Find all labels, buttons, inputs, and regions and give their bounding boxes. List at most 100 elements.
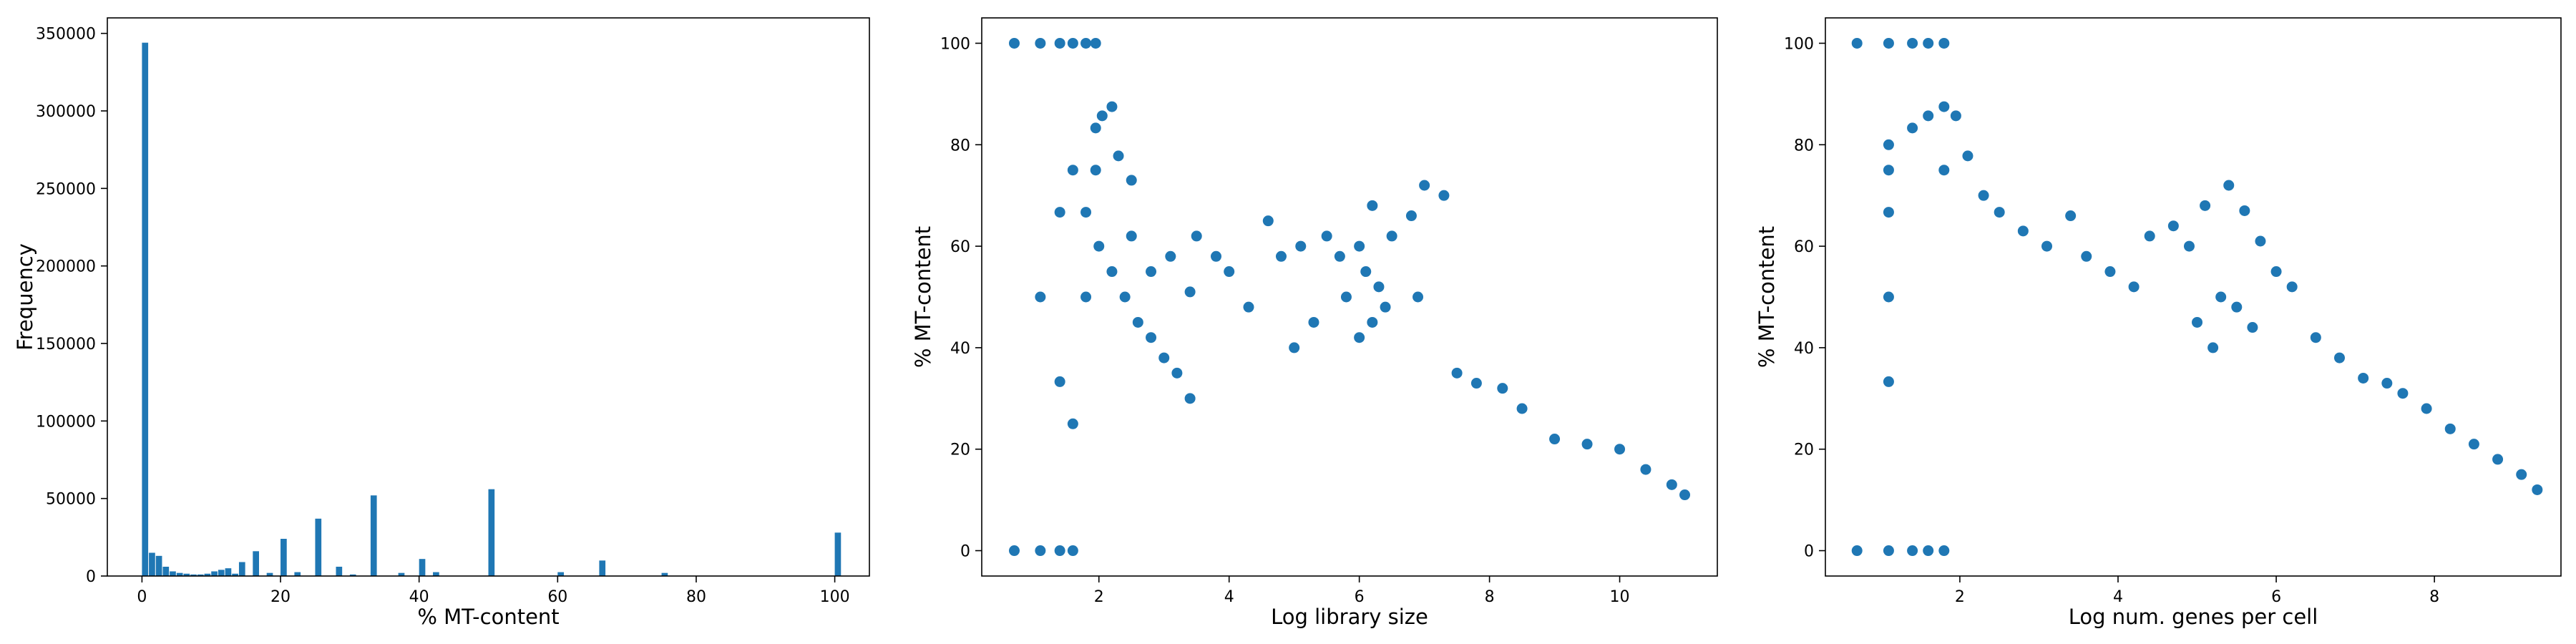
x-tick-label: 4 xyxy=(1224,588,1234,606)
scatter-point xyxy=(1096,110,1108,122)
scatter-point xyxy=(1184,393,1196,404)
y-tick-label: 250000 xyxy=(36,180,96,198)
scatter-point xyxy=(1923,110,1934,122)
scatter-point xyxy=(1367,200,1378,211)
histogram-bar xyxy=(336,567,343,576)
scatter-point xyxy=(2468,439,2479,450)
scatter-point xyxy=(1380,301,1391,313)
scatter-point xyxy=(2081,250,2092,262)
histogram-bar xyxy=(349,574,356,576)
histogram-bar xyxy=(162,567,170,576)
scatter-point xyxy=(1679,489,1691,501)
histogram-bar xyxy=(557,572,564,576)
y-tick-label: 150000 xyxy=(36,336,96,353)
scatter-point xyxy=(1035,37,1046,49)
scatter-point xyxy=(1080,207,1092,218)
scatter-point xyxy=(1113,150,1124,162)
histogram-bar xyxy=(149,552,155,576)
y-axis-label: Frequency xyxy=(13,243,37,351)
scatter-point xyxy=(2532,484,2543,495)
x-tick-label: 80 xyxy=(686,588,706,606)
axes-frame xyxy=(981,17,1718,577)
scatter-point xyxy=(1614,444,1626,455)
histogram-bar xyxy=(315,518,322,576)
scatter-point xyxy=(1883,291,1894,303)
y-tick-label: 300000 xyxy=(36,103,96,121)
scatter-point xyxy=(1080,291,1092,303)
x-tick-label: 0 xyxy=(137,588,147,606)
scatter-point xyxy=(1067,165,1078,176)
x-tick-label: 8 xyxy=(1485,588,1495,606)
y-tick-label: 200000 xyxy=(36,258,96,276)
scatter-point xyxy=(2104,266,2116,278)
scatter-point xyxy=(1640,464,1652,475)
scatter-point xyxy=(2041,240,2053,252)
y-axis-label: % MT-content xyxy=(1755,226,1779,368)
scatter-point xyxy=(2231,301,2243,313)
scatter-point xyxy=(1275,250,1287,262)
scatter-point xyxy=(1093,240,1105,252)
scatter-point xyxy=(1243,301,1254,313)
x-tick-label: 2 xyxy=(1094,588,1104,606)
scatter-point xyxy=(1035,545,1046,557)
scatter-point xyxy=(1321,230,1332,242)
y-tick-label: 0 xyxy=(86,568,96,586)
scatter-point xyxy=(2017,225,2029,237)
scatter-point xyxy=(1080,37,1092,49)
scatter-point xyxy=(1950,110,1961,122)
scatter-point xyxy=(2207,342,2219,353)
scatter-point xyxy=(2128,281,2140,293)
scatter-point xyxy=(1035,291,1046,303)
scatter-point xyxy=(1184,286,1196,298)
y-tick-label: 40 xyxy=(1794,340,1814,358)
scatter-point xyxy=(1054,376,1065,387)
x-tick-label: 4 xyxy=(2113,588,2123,606)
scatter-point xyxy=(1224,266,1235,278)
y-tick-label: 40 xyxy=(950,340,970,358)
scatter-point xyxy=(1008,545,1020,557)
histogram-bar xyxy=(266,572,273,576)
scatter-point xyxy=(1008,37,1020,49)
scatter-point xyxy=(1883,376,1894,387)
scatter-point xyxy=(1851,545,1863,557)
scatter-point xyxy=(2192,316,2203,328)
scatter-point xyxy=(1978,190,1989,201)
histogram-bar xyxy=(142,42,149,576)
histogram-bar xyxy=(204,573,211,576)
scatter-point xyxy=(2516,469,2527,480)
scatter-point xyxy=(1334,250,1345,262)
scatter-point xyxy=(2397,388,2409,399)
scatter-point xyxy=(1090,122,1101,134)
scatter-point xyxy=(1211,250,1222,262)
scatter-point xyxy=(2200,200,2211,211)
x-tick-label: 20 xyxy=(270,588,291,606)
scatter-point xyxy=(2492,454,2504,465)
x-tick-label: 6 xyxy=(2271,588,2281,606)
y-tick-label: 60 xyxy=(950,238,970,256)
scatter-point xyxy=(1581,439,1593,450)
scatter-point xyxy=(1883,545,1894,557)
y-axis-label: % MT-content xyxy=(911,226,935,368)
scatter-point xyxy=(1354,332,1365,343)
scatter-point xyxy=(2239,205,2250,216)
scatter-point xyxy=(1289,342,1300,353)
scatter-point xyxy=(1883,165,1894,176)
x-axis-label: Log num. genes per cell xyxy=(2069,605,2318,629)
scatter-point xyxy=(1126,175,1137,186)
histogram-bar xyxy=(599,560,606,576)
scatter-point xyxy=(2381,378,2393,389)
histogram-bar xyxy=(238,562,245,576)
scatter-point xyxy=(1360,266,1372,278)
x-axis-label: % MT-content xyxy=(417,605,559,629)
scatter-point xyxy=(1146,332,1157,343)
scatter-point xyxy=(1851,37,1863,49)
histogram-bar xyxy=(218,570,225,576)
histogram-panel: 0 20 40 60 80 100 0 50000 100000 150000 200000 2500… xyxy=(13,17,870,629)
scatter-point xyxy=(1938,545,1950,557)
scatter-point xyxy=(1419,180,1430,191)
x-tick-label: 40 xyxy=(409,588,429,606)
scatter-point xyxy=(1994,207,2005,218)
histogram-bar xyxy=(155,555,162,576)
